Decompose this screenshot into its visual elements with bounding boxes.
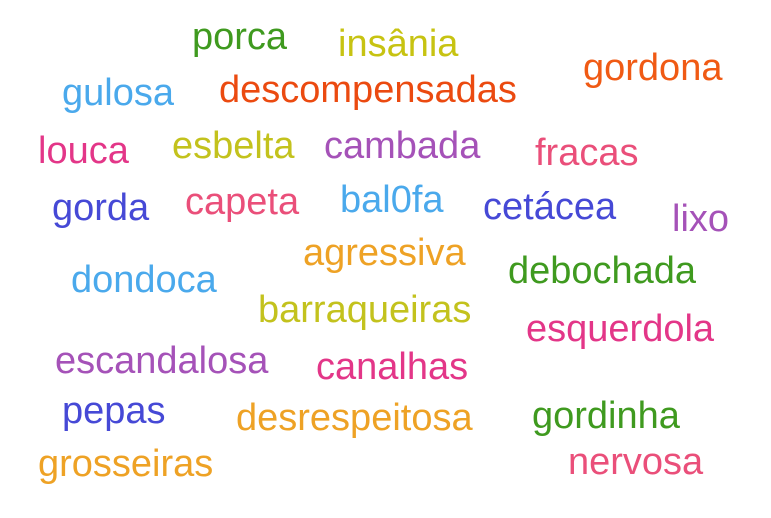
- word: grosseiras: [38, 443, 214, 485]
- word: agressiva: [303, 232, 466, 274]
- word: fracas: [535, 132, 639, 174]
- word: gorda: [52, 187, 150, 229]
- word: pepas: [62, 390, 166, 432]
- word: descompensadas: [219, 69, 517, 111]
- word: cetácea: [483, 186, 617, 228]
- word: desrespeitosa: [236, 397, 473, 439]
- word: bal0fa: [340, 179, 444, 221]
- word: dondoca: [71, 259, 217, 301]
- word: barraqueiras: [258, 289, 472, 331]
- word: porca: [192, 16, 288, 58]
- word: gulosa: [62, 72, 174, 114]
- word: capeta: [185, 181, 300, 223]
- word: esquerdola: [526, 308, 715, 350]
- word: nervosa: [568, 441, 704, 483]
- word: insânia: [338, 23, 459, 65]
- word: debochada: [508, 250, 697, 292]
- word: gordinha: [532, 395, 680, 437]
- word: canalhas: [316, 346, 469, 388]
- word: cambada: [324, 125, 481, 167]
- word: esbelta: [172, 125, 295, 167]
- word: gordona: [583, 47, 723, 89]
- word: escandalosa: [55, 340, 269, 382]
- word: louca: [38, 130, 129, 172]
- word: lixo: [672, 198, 730, 240]
